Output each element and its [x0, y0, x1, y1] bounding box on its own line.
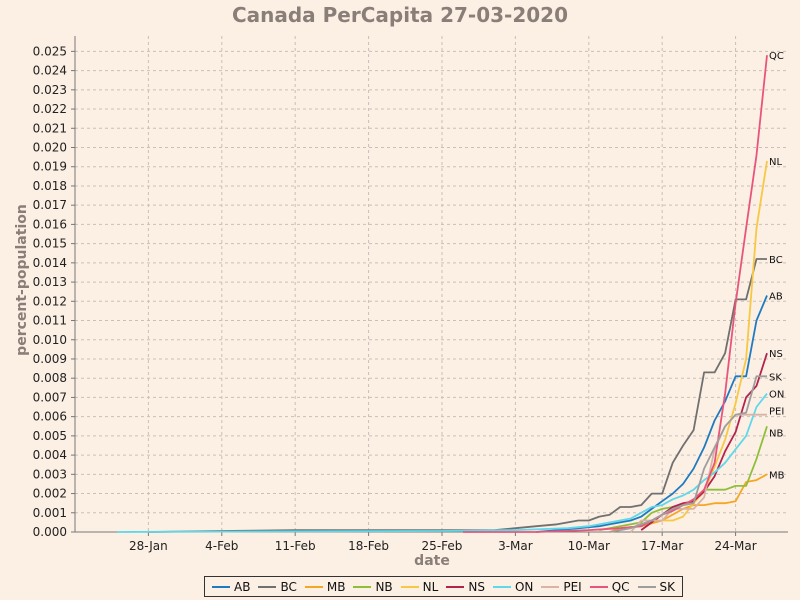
- legend-label: SK: [659, 579, 676, 594]
- series-lines: [116, 55, 768, 533]
- y-tick-label: 0.013: [33, 275, 67, 289]
- end-label-qc: QC: [769, 51, 784, 62]
- y-tick-label: 0.019: [33, 160, 67, 174]
- y-tick-label: 0.021: [33, 121, 67, 135]
- series-line-sk: [609, 375, 767, 533]
- series-line-pei: [630, 413, 767, 533]
- legend-item-pei: PEI: [541, 579, 582, 594]
- x-tick-label: 25-Feb: [422, 539, 463, 553]
- legend-swatch: [400, 585, 419, 588]
- y-tick-label: 0.023: [33, 83, 67, 97]
- y-tick-label: 0.018: [33, 179, 67, 193]
- legend-swatch: [492, 585, 511, 588]
- series-end-labels: AB BC MB NB NL NS ON PEI QC SK: [769, 51, 785, 481]
- legend-swatch: [258, 585, 277, 588]
- chart-title: Canada PerCapita 27-03-2020: [232, 3, 568, 27]
- y-tick-label: 0.025: [33, 44, 67, 58]
- legend-item-sk: SK: [637, 579, 676, 594]
- legend-item-ab: AB: [212, 580, 250, 594]
- legend-swatch: [637, 585, 656, 588]
- legend-item-ns: NS: [446, 580, 485, 594]
- legend-label: AB: [234, 579, 251, 594]
- x-tick-label: 17-Mar: [641, 539, 683, 553]
- y-tick-label: 0.008: [33, 371, 67, 385]
- y-tick-label: 0.000: [33, 525, 67, 539]
- end-label-bc: BC: [769, 255, 783, 266]
- y-tick-label: 0.011: [33, 314, 67, 328]
- legend-label: BC: [280, 579, 297, 594]
- x-axis-ticks: 28-Jan 4-Feb 11-Feb 18-Feb 25-Feb 3-Mar 10-Mar…: [129, 532, 757, 553]
- grid: [75, 36, 788, 533]
- y-tick-label: 0.005: [33, 429, 67, 443]
- x-tick-label: 3-Mar: [498, 539, 533, 553]
- y-tick-label: 0.007: [33, 390, 67, 404]
- y-tick-label: 0.002: [33, 487, 67, 501]
- y-tick-label: 0.004: [33, 448, 67, 462]
- legend-swatch: [541, 585, 560, 588]
- series-line-nl: [630, 160, 768, 530]
- y-tick-label: 0.014: [33, 256, 67, 270]
- y-tick-label: 0.006: [33, 410, 67, 424]
- legend-label: NS: [468, 579, 485, 594]
- legend-swatch: [304, 585, 323, 588]
- legend-item-nl: NL: [400, 579, 439, 594]
- legend-label: ON: [514, 579, 534, 594]
- legend-item-nb: NB: [353, 579, 393, 594]
- x-tick-label: 28-Jan: [129, 539, 168, 553]
- end-label-mb: MB: [769, 470, 785, 481]
- series-line-ab: [536, 295, 768, 533]
- legend-item-bc: BC: [258, 579, 297, 594]
- x-tick-label: 4-Feb: [205, 539, 238, 553]
- y-tick-label: 0.024: [33, 64, 67, 78]
- legend-label: QC: [611, 579, 630, 594]
- legend-label: PEI: [563, 579, 582, 594]
- end-label-sk: SK: [769, 372, 782, 383]
- legend-label: MB: [326, 579, 346, 594]
- x-tick-label: 24-Mar: [714, 539, 756, 553]
- legend-label: NL: [422, 579, 439, 594]
- end-label-nl: NL: [769, 157, 782, 168]
- legend-label: NB: [375, 579, 393, 594]
- end-label-ns: NS: [769, 349, 783, 360]
- end-label-pei: PEI: [769, 407, 784, 418]
- y-tick-label: 0.001: [33, 506, 67, 520]
- legend-item-qc: QC: [589, 579, 630, 594]
- end-label-nb: NB: [769, 428, 783, 439]
- y-tick-label: 0.017: [33, 198, 67, 212]
- y-tick-label: 0.010: [33, 333, 67, 347]
- y-tick-label: 0.015: [33, 237, 67, 251]
- x-axis-label: date: [414, 553, 450, 569]
- y-axis-ticks: 0.000 0.001 0.002 0.003 0.004 0.005 0.006 0.007…: [33, 44, 75, 539]
- y-tick-label: 0.009: [33, 352, 67, 366]
- x-tick-label: 10-Mar: [568, 539, 610, 553]
- axes: [74, 36, 788, 533]
- x-tick-label: 18-Feb: [348, 539, 389, 553]
- legend-swatch: [589, 585, 608, 588]
- y-axis-label: percent-population: [14, 204, 30, 356]
- legend-item-mb: MB: [304, 579, 346, 594]
- legend-swatch: [446, 585, 465, 588]
- end-label-ab: AB: [769, 292, 783, 303]
- y-tick-label: 0.016: [33, 217, 67, 231]
- legend-swatch: [353, 585, 372, 588]
- legend-item-on: ON: [492, 579, 534, 594]
- legend-swatch: [212, 585, 230, 588]
- series-line-on: [116, 393, 768, 533]
- y-tick-label: 0.012: [33, 294, 67, 308]
- y-tick-label: 0.022: [33, 102, 67, 116]
- y-tick-label: 0.020: [33, 141, 67, 155]
- x-tick-label: 11-Feb: [275, 539, 316, 553]
- legend: AB BC MB NB NL NS ON PEI QC SK: [204, 576, 684, 597]
- y-tick-label: 0.003: [33, 467, 67, 481]
- end-label-on: ON: [769, 390, 784, 401]
